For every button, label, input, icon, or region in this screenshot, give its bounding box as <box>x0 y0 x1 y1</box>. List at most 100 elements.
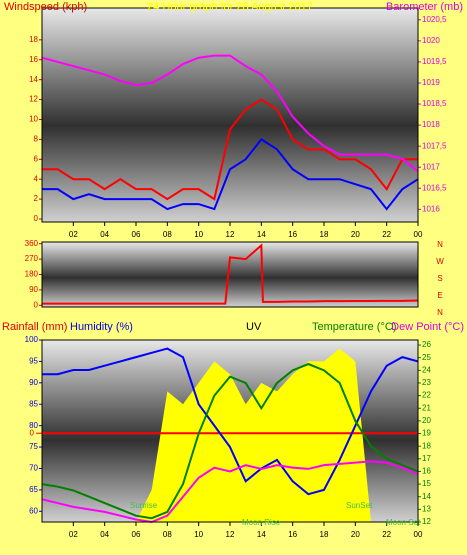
x-tick-label: 22 <box>382 230 391 239</box>
plot-frame <box>41 7 419 223</box>
line <box>41 54 419 173</box>
x-tick-label: 18 <box>320 530 329 539</box>
y2-tick-label: 16 <box>422 467 431 476</box>
plot-frame <box>41 241 419 308</box>
x-tick-label: 04 <box>100 230 109 239</box>
x-tick-label: 14 <box>257 530 266 539</box>
y-tick-label: 90 <box>29 378 38 387</box>
plot-background <box>42 242 418 307</box>
compass-label: N <box>437 308 443 317</box>
y2-tick-label: 12 <box>422 517 431 526</box>
x-tick-label: 18 <box>320 230 329 239</box>
line <box>42 98 418 201</box>
x-tick-label: 04 <box>100 530 109 539</box>
uv-label: UV <box>246 321 262 333</box>
y-tick-label: 60 <box>29 506 38 515</box>
y-tick-label: 10 <box>29 115 38 124</box>
y-tick-label: 95 <box>29 357 38 366</box>
y-tick-label: 2 <box>34 194 39 203</box>
x-tick-label: 06 <box>132 530 141 539</box>
line <box>42 243 419 305</box>
y2-tick-label: 21 <box>422 403 431 412</box>
x-tick-label: 08 <box>163 530 172 539</box>
line <box>41 362 419 520</box>
x-tick-label: 00 <box>414 230 423 239</box>
y2-tick-label: 23 <box>422 378 431 387</box>
chart-title: 24 Hour graph for 28 August 2017 <box>147 1 313 13</box>
y-tick-label: 18 <box>29 35 38 44</box>
y2-tick-label: 1019,5 <box>422 57 447 66</box>
annotation: Moon Set <box>386 518 421 527</box>
rain-tick-label: 0 <box>30 428 35 437</box>
annotation: SunSet <box>346 501 373 510</box>
plot-background <box>42 8 418 222</box>
humidity-label: Humidity (%) <box>70 321 133 333</box>
line <box>41 460 419 524</box>
y-tick-label: 8 <box>34 134 39 143</box>
line <box>42 347 419 496</box>
temperature-label: Temperature (°C) <box>312 321 396 333</box>
x-tick-label: 10 <box>194 230 203 239</box>
y2-tick-label: 18 <box>422 441 431 450</box>
compass-label: W <box>436 257 444 266</box>
annotation: Moon Rise <box>242 518 281 527</box>
x-tick-label: 20 <box>351 230 360 239</box>
x-tick-label: 20 <box>351 530 360 539</box>
y-tick-label: 6 <box>34 154 39 163</box>
windspeed-label: Windspeed (kph) <box>4 1 87 13</box>
y-tick-label: 65 <box>29 485 38 494</box>
line <box>42 138 419 211</box>
dewpoint-label: Dew Point (°C) <box>391 321 464 333</box>
y-tick-label: 0 <box>34 300 39 309</box>
y2-tick-label: 24 <box>422 365 431 374</box>
y2-tick-label: 1020,5 <box>422 15 447 24</box>
y2-tick-label: 1016,5 <box>422 183 447 192</box>
x-tick-label: 02 <box>69 230 78 239</box>
y-tick-label: 90 <box>29 285 38 294</box>
y-tick-label: 16 <box>29 55 38 64</box>
y2-tick-label: 13 <box>422 504 431 513</box>
x-tick-label: 10 <box>194 530 203 539</box>
y2-tick-label: 15 <box>422 479 431 488</box>
x-tick-label: 14 <box>257 230 266 239</box>
y2-tick-label: 1018 <box>422 120 440 129</box>
y-tick-label: 75 <box>29 442 38 451</box>
x-tick-label: 16 <box>288 230 297 239</box>
y2-tick-label: 22 <box>422 391 431 400</box>
y2-tick-label: 1016 <box>422 204 440 213</box>
y2-tick-label: 1020 <box>422 36 440 45</box>
y-tick-label: 85 <box>29 399 38 408</box>
x-tick-label: 22 <box>382 530 391 539</box>
rainfall-label: Rainfall (mm) <box>2 321 67 333</box>
y-tick-label: 14 <box>29 75 38 84</box>
y-tick-label: 0 <box>34 214 39 223</box>
x-tick-label: 12 <box>226 230 235 239</box>
x-tick-label: 16 <box>288 530 297 539</box>
plot-layer: 02468101214161810161016,510171017,510181… <box>25 7 447 539</box>
y-tick-label: 80 <box>29 421 38 430</box>
y2-tick-label: 1017,5 <box>422 141 447 150</box>
y-tick-label: 100 <box>25 335 39 344</box>
x-tick-label: 06 <box>132 230 141 239</box>
y-tick-label: 4 <box>34 174 39 183</box>
y2-tick-label: 17 <box>422 454 431 463</box>
y2-tick-label: 26 <box>422 340 431 349</box>
compass-label: N <box>437 240 443 249</box>
x-tick-label: 12 <box>226 530 235 539</box>
y2-tick-label: 19 <box>422 429 431 438</box>
y2-tick-label: 1019 <box>422 78 440 87</box>
y2-tick-label: 14 <box>422 492 431 501</box>
plot-frame <box>41 339 419 523</box>
y2-tick-label: 1017 <box>422 162 440 171</box>
y-tick-label: 360 <box>25 239 39 248</box>
y2-tick-label: 25 <box>422 353 431 362</box>
x-tick-label: 00 <box>414 530 423 539</box>
compass-label: E <box>437 291 442 300</box>
x-tick-label: 02 <box>69 530 78 539</box>
compass-label: S <box>437 274 442 283</box>
x-tick-label: 08 <box>163 230 172 239</box>
barometer-label: Barometer (mb) <box>386 1 463 13</box>
y-tick-label: 70 <box>29 464 38 473</box>
y-tick-label: 12 <box>29 95 38 104</box>
